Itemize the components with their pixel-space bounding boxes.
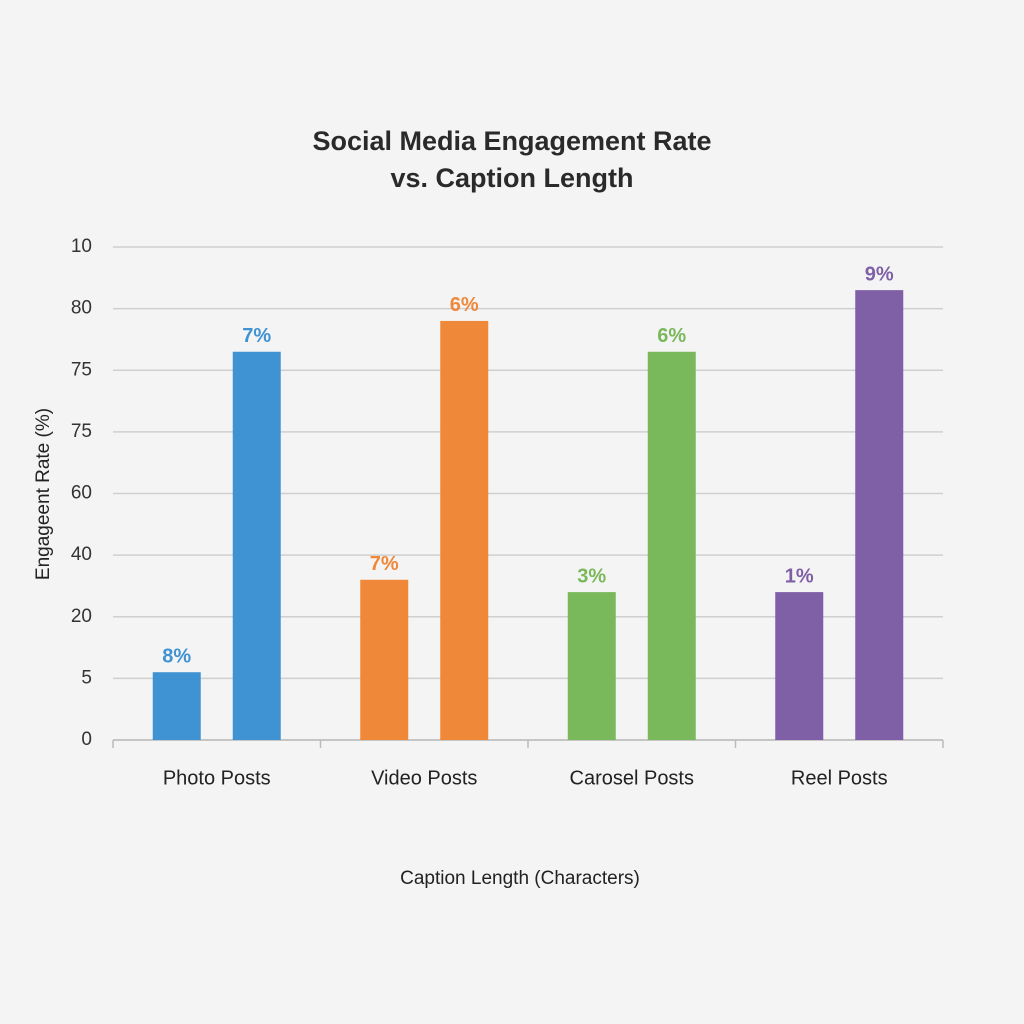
y-axis-title: Engageent Rate (%) [33,408,54,580]
y-tick-label: 0 [81,729,92,750]
x-tick-label: Photo Posts [163,767,271,789]
bar [647,351,696,740]
x-tick-label: Reel Posts [791,767,888,789]
x-axis-title: Caption Length (Characters) [400,868,640,889]
y-tick-label: 60 [71,483,92,504]
x-tick-label: Video Posts [371,767,477,789]
chart-title: Social Media Engagement Rate [312,126,711,156]
bar [440,320,489,740]
value-label: 1% [785,565,814,587]
y-tick-label: 20 [71,606,92,627]
value-label: 7% [370,553,399,575]
y-tick-label: 5 [81,667,92,688]
x-tick-label: Carosel Posts [570,767,695,789]
value-label: 9% [865,263,894,285]
bar [855,290,904,740]
y-tick-label: 75 [71,359,92,380]
value-label: 6% [450,294,479,316]
value-label: 6% [657,325,686,347]
bar [775,592,824,740]
y-tick-label: 40 [71,544,92,565]
bar [567,592,616,740]
y-tick-label: 10 [71,236,92,257]
bar [360,579,409,740]
chart-title: vs. Caption Length [391,163,634,193]
value-label: 8% [162,645,191,667]
y-tick-label: 80 [71,298,92,319]
bar [152,672,201,740]
bar [232,351,281,740]
value-label: 7% [242,325,271,347]
y-tick-label: 75 [71,421,92,442]
value-label: 3% [577,565,606,587]
